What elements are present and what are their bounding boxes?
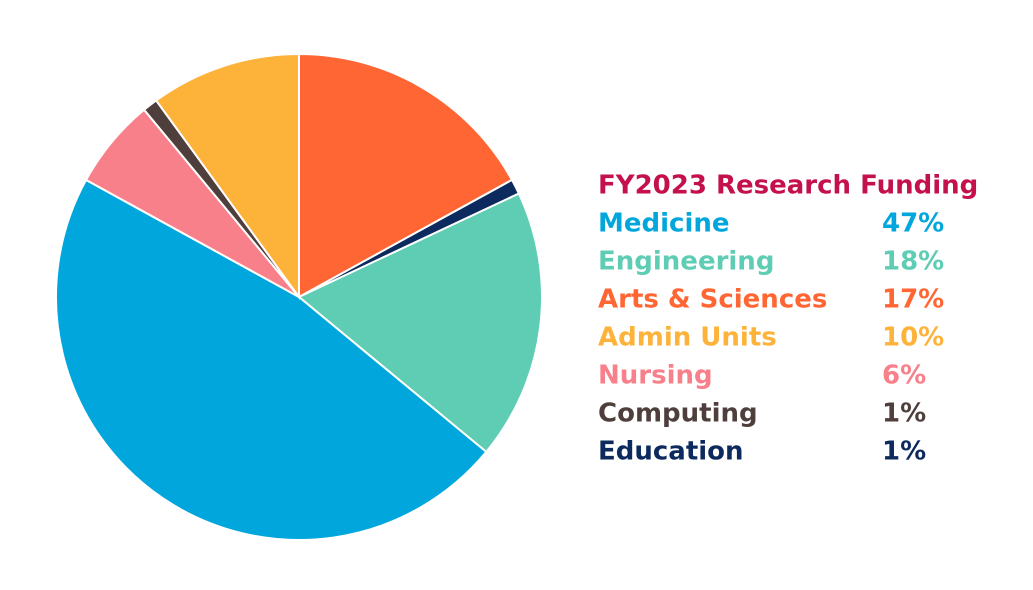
pie-slice [55, 178, 488, 541]
chart-title: FY2023 Research Funding [598, 171, 978, 201]
legend-label: Education [598, 437, 744, 467]
legend-value: 1% [882, 437, 926, 467]
legend-value: 1% [882, 399, 926, 429]
pie-slice [154, 52, 300, 301]
legend-value: 6% [882, 361, 926, 391]
legend-value: 10% [882, 323, 944, 353]
legend-label: Nursing [598, 361, 713, 391]
legend-label: Engineering [598, 247, 774, 277]
legend-label: Arts & Sciences [598, 285, 827, 315]
legend-value: 17% [882, 285, 944, 315]
legend-label: Medicine [598, 209, 730, 239]
pie-slice [297, 192, 543, 454]
pie-slice [298, 52, 514, 299]
legend-label: Admin Units [598, 323, 777, 353]
legend-value: 18% [882, 247, 944, 277]
legend-value: 47% [882, 209, 944, 239]
legend-label: Computing [598, 399, 758, 429]
